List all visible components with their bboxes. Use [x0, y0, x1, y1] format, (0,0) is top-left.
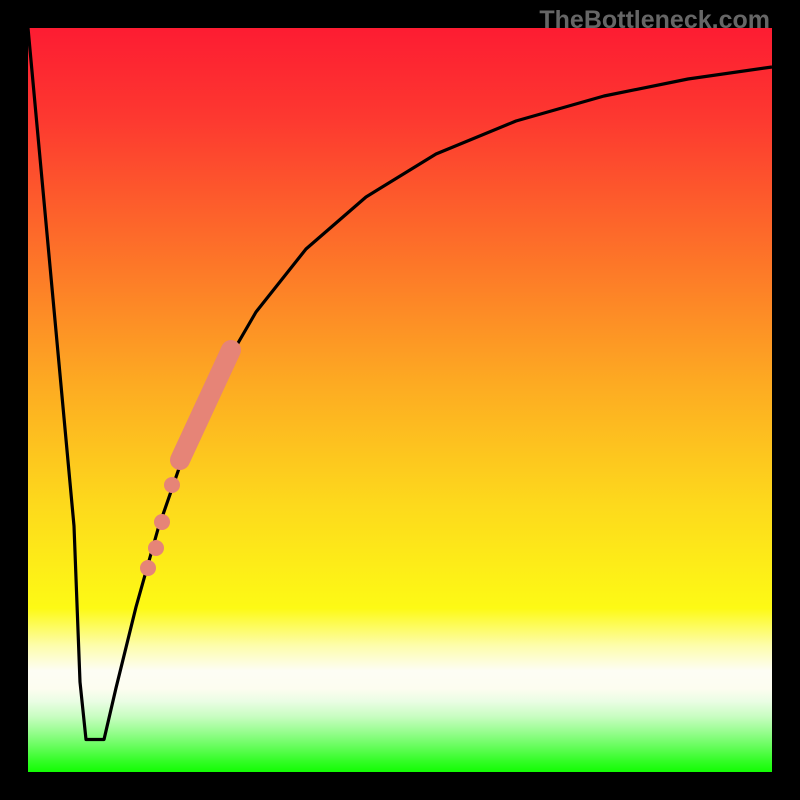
- highlight-dot: [148, 540, 164, 556]
- watermark-text: TheBottleneck.com: [539, 6, 770, 35]
- highlight-thick-segment: [180, 350, 231, 460]
- highlight-dots-group: [140, 477, 180, 576]
- v-curve-line: [28, 28, 772, 740]
- chart-container: TheBottleneck.com: [0, 0, 800, 800]
- highlight-dot: [164, 477, 180, 493]
- chart-svg-layer: [0, 0, 800, 800]
- highlight-dot: [140, 560, 156, 576]
- highlight-dot: [154, 514, 170, 530]
